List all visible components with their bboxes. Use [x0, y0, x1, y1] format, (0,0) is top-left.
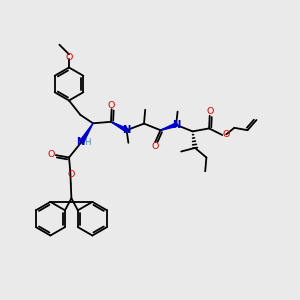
- Polygon shape: [160, 123, 177, 130]
- Polygon shape: [111, 122, 128, 132]
- Text: O: O: [152, 142, 159, 151]
- Text: O: O: [48, 150, 55, 159]
- Text: O: O: [67, 170, 74, 179]
- Text: H: H: [84, 138, 91, 147]
- Text: N: N: [172, 120, 180, 130]
- Text: O: O: [206, 107, 213, 116]
- Text: O: O: [65, 53, 73, 62]
- Text: O: O: [108, 100, 115, 109]
- Text: N: N: [122, 125, 131, 135]
- Polygon shape: [80, 123, 93, 143]
- Text: N: N: [76, 137, 85, 147]
- Text: O: O: [223, 130, 230, 139]
